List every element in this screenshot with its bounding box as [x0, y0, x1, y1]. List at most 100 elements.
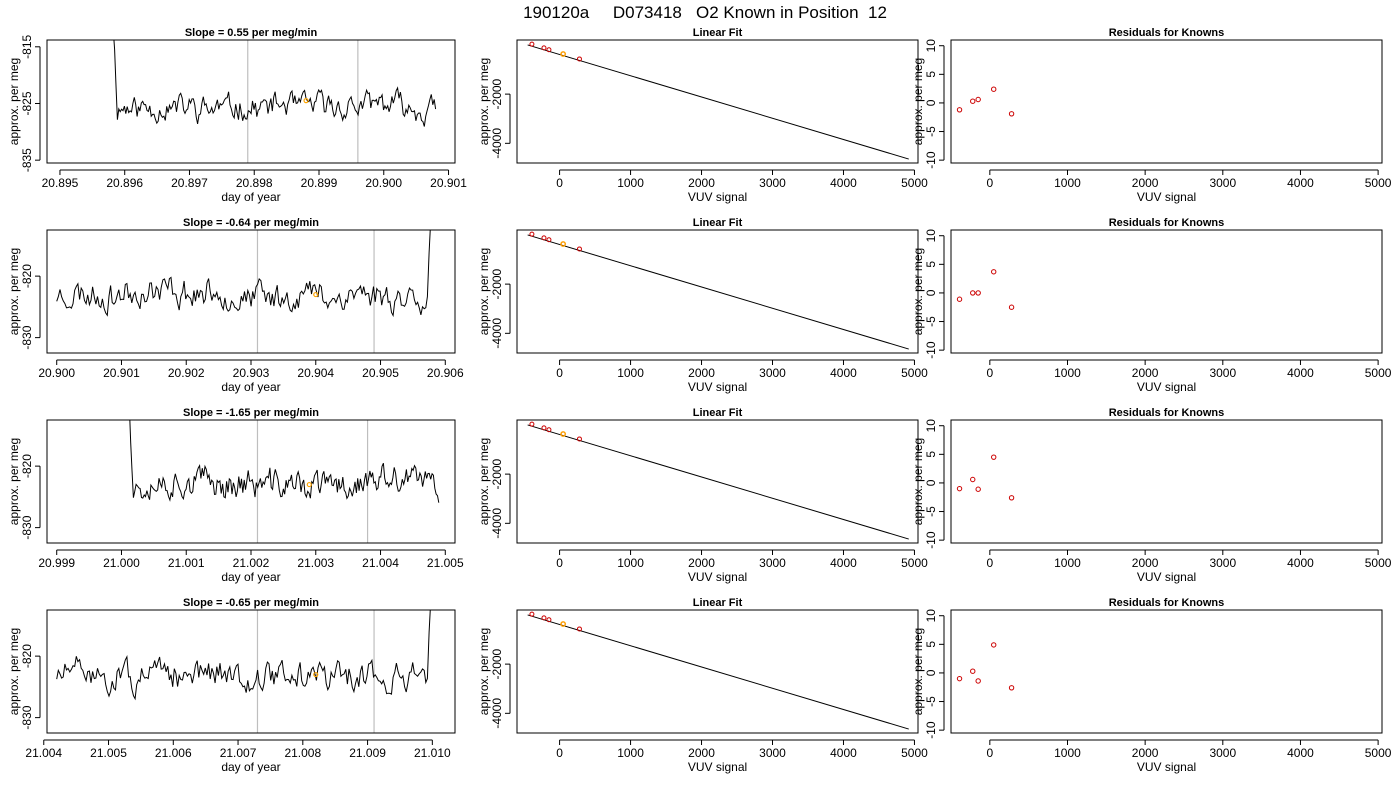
y-tick-label: 0 [924, 669, 938, 676]
residual-point [970, 98, 976, 104]
signal-trace-line [113, 40, 437, 127]
x-tick-label: 0 [986, 746, 993, 760]
x-tick-label: 5000 [1365, 176, 1392, 190]
y-tick-label: -820 [20, 454, 34, 478]
x-axis-label: VUV signal [1137, 190, 1196, 204]
x-tick-label: 0 [556, 556, 563, 570]
y-tick-label: -10 [924, 151, 938, 169]
x-tick-label: 4000 [830, 176, 857, 190]
x-tick-label: 20.900 [365, 176, 402, 190]
y-tick-label: -2000 [490, 648, 504, 679]
x-tick-label: 20.899 [301, 176, 338, 190]
panel-resid-4: Residuals for Knowns VUV signal approx. pe… [911, 597, 1392, 774]
data-point [541, 45, 547, 51]
y-axis-label: approx. per meg [7, 438, 21, 525]
x-tick-label: 5000 [1365, 746, 1392, 760]
panel-trace-4: Slope = -0.65 per meg/min day of year appr… [7, 597, 456, 774]
x-tick-label: 20.901 [430, 176, 467, 190]
y-tick-label: -5 [924, 696, 938, 707]
y-axis-label: approx. per meg [911, 248, 925, 335]
x-tick-label: 3000 [759, 366, 786, 380]
plot-area [56, 610, 431, 733]
x-tick-label: 21.008 [284, 746, 321, 760]
panel-title: Residuals for Knowns [1109, 27, 1225, 39]
x-tick-label: 5000 [901, 556, 928, 570]
x-tick-label: 20.895 [42, 176, 79, 190]
y-axis: -4000 -2000 [490, 648, 511, 729]
x-tick-label: 2000 [1132, 366, 1159, 380]
x-axis: 0 1000 2000 3000 4000 5000 [986, 549, 1392, 570]
y-tick-label: 0 [924, 289, 938, 296]
panel-resid-2: Residuals for Knowns VUV signal approx. pe… [911, 217, 1392, 394]
x-axis-label: VUV signal [1137, 380, 1196, 394]
data-point [529, 41, 535, 47]
signal-trace-line [56, 230, 431, 318]
data-point [576, 56, 582, 62]
x-tick-label: 3000 [759, 556, 786, 570]
x-axis: 20.999 21.000 21.001 21.002 21.003 21.004 21.0… [38, 549, 464, 570]
fit-line [527, 424, 909, 540]
signal-trace-line [56, 610, 431, 701]
x-tick-label: 4000 [830, 746, 857, 760]
plot-frame [46, 39, 456, 164]
y-tick-label: -815 [20, 34, 34, 58]
y-axis-label: approx. per meg [911, 438, 925, 525]
residual-point [1008, 495, 1015, 501]
panel-fit-4: Linear Fit VUV signal approx. per meg 0 1000… [477, 597, 928, 774]
x-tick-label: 5000 [1365, 556, 1392, 570]
panel-trace-2: Slope = -0.64 per meg/min day of year appr… [7, 217, 464, 394]
panel-title: Slope = -0.65 per meg/min [183, 597, 319, 609]
panel-trace-1: Slope = 0.55 per meg/min day of year appro… [7, 27, 467, 204]
x-tick-label: 2000 [688, 366, 715, 380]
data-point [546, 237, 552, 243]
x-tick-label: 20.904 [297, 366, 334, 380]
y-tick-label: 10 [924, 609, 938, 623]
x-tick-label: 3000 [1209, 556, 1236, 570]
x-tick-label: 4000 [1287, 746, 1314, 760]
x-tick-label: 1000 [617, 556, 644, 570]
residual-point [970, 668, 976, 674]
y-tick-label: -830 [20, 325, 34, 349]
x-tick-label: 1000 [617, 746, 644, 760]
y-axis-label: approx. per meg [477, 248, 491, 335]
x-tick-label: 4000 [1287, 176, 1314, 190]
x-axis: 20.900 20.901 20.902 20.903 20.904 20.905 20.9… [38, 359, 464, 380]
y-tick-label: 5 [924, 451, 938, 458]
y-axis-label: approx. per meg [477, 628, 491, 715]
y-tick-label: 5 [924, 261, 938, 268]
y-tick-label: -2000 [490, 78, 504, 109]
data-point [541, 425, 547, 431]
plot-area [527, 421, 909, 540]
plot-area [527, 231, 909, 350]
data-point [546, 617, 552, 623]
y-axis: -830 -820 [20, 454, 41, 540]
y-axis: -4000 -2000 [490, 458, 511, 539]
y-axis-label: approx. per meg [7, 628, 21, 715]
x-tick-label: 2000 [1132, 746, 1159, 760]
residual-point [956, 675, 963, 682]
plot-area [129, 420, 440, 543]
y-tick-label: -5 [924, 506, 938, 517]
panel-title: Slope = 0.55 per meg/min [185, 27, 318, 39]
x-tick-label: 21.000 [103, 556, 140, 570]
y-axis-label: approx. per meg [477, 438, 491, 525]
plot-area [956, 642, 1015, 691]
residual-point [991, 454, 997, 460]
x-axis: 0 1000 2000 3000 4000 5000 [556, 359, 928, 380]
x-tick-label: 21.005 [427, 556, 464, 570]
y-tick-label: 10 [924, 419, 938, 433]
data-point [546, 47, 552, 53]
x-tick-label: 20.897 [171, 176, 208, 190]
plot-frame [950, 229, 1383, 354]
x-tick-label: 21.007 [220, 746, 257, 760]
x-tick-label: 20.905 [362, 366, 399, 380]
x-tick-label: 5000 [1365, 366, 1392, 380]
x-axis-label: day of year [221, 380, 280, 394]
figure-title: 190120a D073418 O2 Known in Position 12 [523, 3, 887, 22]
y-tick-label: -830 [20, 705, 34, 729]
x-tick-label: 3000 [759, 176, 786, 190]
x-tick-label: 21.003 [297, 556, 334, 570]
known-point [560, 241, 567, 247]
x-axis: 0 1000 2000 3000 4000 5000 [556, 169, 928, 190]
